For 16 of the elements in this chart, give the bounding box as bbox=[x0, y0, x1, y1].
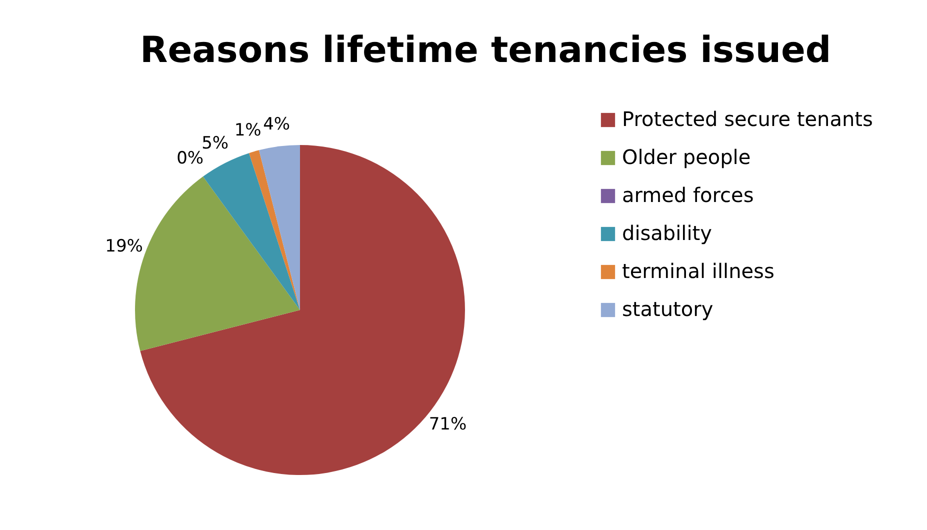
pie-slice bbox=[203, 153, 300, 310]
legend-label: Protected secure tenants bbox=[622, 107, 873, 131]
pie-slice bbox=[249, 150, 300, 310]
data-label: 5% bbox=[202, 133, 229, 154]
text: 0% bbox=[176, 148, 204, 169]
data-label: 1% bbox=[234, 120, 262, 140]
legend-label: armed forces bbox=[622, 183, 754, 207]
data-label: 19% bbox=[105, 236, 143, 257]
legend-label: disability bbox=[622, 221, 712, 245]
legend-label: terminal illness bbox=[622, 259, 774, 283]
pie-slice bbox=[258, 145, 300, 310]
data-label: 71% bbox=[428, 414, 467, 435]
legend-label: statutory bbox=[622, 297, 714, 321]
data-label: 4% bbox=[263, 114, 290, 134]
legend-label: Older people bbox=[622, 145, 751, 169]
chart-title: Reasons lifetime tenancies issued bbox=[140, 30, 832, 71]
